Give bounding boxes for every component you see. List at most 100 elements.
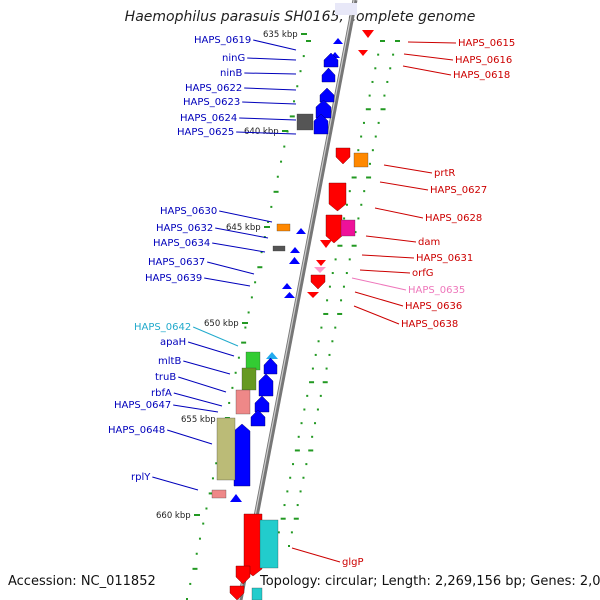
tick-mark <box>331 340 334 343</box>
scale-label: 660 kbp <box>156 511 191 521</box>
tick-mark <box>343 217 346 220</box>
tick-mark <box>392 53 395 56</box>
gene-arrow <box>335 147 351 165</box>
tick-mark <box>337 244 343 247</box>
tick-mark <box>357 217 360 220</box>
leader-line-right <box>379 181 429 191</box>
tick-mark <box>320 326 323 329</box>
leader-line-right <box>359 269 411 274</box>
gene-label-right: HAPS_0638 <box>401 319 458 330</box>
leader-line-right <box>291 547 341 563</box>
gene-arrow <box>320 240 332 248</box>
tick-mark <box>292 463 295 466</box>
tick-mark <box>331 272 334 275</box>
gene-label-left: HAPS_0642 <box>134 322 191 333</box>
tick-mark <box>234 371 237 374</box>
tick-mark <box>371 80 374 83</box>
tick-mark <box>306 40 311 42</box>
gene-label-left: HAPS_0630 <box>160 206 217 217</box>
tick-mark <box>277 531 280 534</box>
tick-mark <box>305 463 308 466</box>
gene-box <box>296 113 314 131</box>
tick-mark <box>348 190 351 193</box>
tick-mark <box>380 108 386 111</box>
topology-label: Topology: circular; Length: 2,269,156 bp… <box>260 574 600 589</box>
gene-arrow <box>229 585 245 600</box>
tick-mark <box>296 85 299 88</box>
tick-mark <box>189 582 192 585</box>
tick-mark <box>276 175 279 178</box>
tick-mark <box>260 251 263 254</box>
leader-line-left <box>244 87 297 91</box>
tick-mark <box>303 408 306 411</box>
tick-mark <box>322 381 328 384</box>
tick-mark <box>340 299 343 302</box>
backbone-highlight <box>238 0 355 600</box>
gene-arrow <box>289 257 300 264</box>
tick-mark <box>198 537 201 540</box>
scale-tick <box>242 322 248 324</box>
gene-box <box>276 223 291 232</box>
tick-mark <box>334 326 337 329</box>
gene-label-left: truB <box>155 372 176 383</box>
leader-line-right <box>374 207 424 219</box>
tick-mark <box>244 326 247 329</box>
tick-mark <box>289 476 292 479</box>
tick-mark <box>250 296 253 299</box>
gene-arrow <box>307 292 319 298</box>
backbone-line <box>237 0 358 600</box>
gene-label-left: HAPS_0619 <box>194 35 251 46</box>
tick-mark <box>368 94 371 97</box>
tick-mark <box>334 258 337 261</box>
gene-arrow <box>325 214 343 244</box>
leader-line-right <box>402 65 452 76</box>
scale-label: 635 kbp <box>263 30 298 40</box>
genome-title: Haemophilus parasuis SH0165, complete ge… <box>124 9 476 25</box>
gene-arrow <box>296 228 306 234</box>
gene-label-left: rplY <box>131 472 151 483</box>
tick-mark <box>299 70 302 73</box>
tick-mark <box>319 394 322 397</box>
gene-label-left: HAPS_0648 <box>108 425 165 436</box>
tick-mark <box>363 190 366 193</box>
gene-arrow <box>328 182 347 212</box>
gene-box <box>211 489 227 499</box>
leader-line-left <box>242 101 297 105</box>
leader-line-left <box>178 376 227 393</box>
gene-label-right: HAPS_0616 <box>455 55 512 66</box>
gene-arrow <box>316 260 326 266</box>
tick-mark <box>351 176 357 179</box>
gene-box <box>245 351 261 371</box>
tick-mark <box>192 567 198 570</box>
gene-label-right: HAPS_0628 <box>425 213 482 224</box>
tick-mark <box>371 149 374 152</box>
gene-arrow <box>250 409 266 427</box>
tick-mark <box>357 149 360 152</box>
gene-label-left: ninG <box>222 53 245 64</box>
tick-mark <box>351 244 357 247</box>
gene-box <box>272 245 286 252</box>
tick-mark <box>383 94 386 97</box>
gene-box <box>251 587 263 600</box>
tick-mark <box>228 401 231 404</box>
leader-line-left <box>187 341 235 357</box>
tick-mark <box>345 272 348 275</box>
scale-label: 645 kbp <box>226 223 261 233</box>
gene-arrow <box>290 247 300 253</box>
gene-arrow <box>284 292 295 298</box>
tick-mark <box>202 522 205 525</box>
gene-label-right: HAPS_0636 <box>405 301 462 312</box>
tick-mark <box>314 422 317 425</box>
tick-mark <box>211 477 214 480</box>
tick-mark <box>254 281 257 284</box>
leader-line-left <box>192 326 239 347</box>
tick-mark <box>380 40 385 42</box>
tick-mark <box>360 203 363 206</box>
gene-arrow <box>323 52 339 68</box>
gene-label-right: HAPS_0631 <box>416 253 473 264</box>
leader-line-left <box>207 261 255 275</box>
gene-label-left: HAPS_0639 <box>145 273 202 284</box>
tick-mark <box>360 135 363 138</box>
gene-label-right: orfG <box>412 268 434 279</box>
